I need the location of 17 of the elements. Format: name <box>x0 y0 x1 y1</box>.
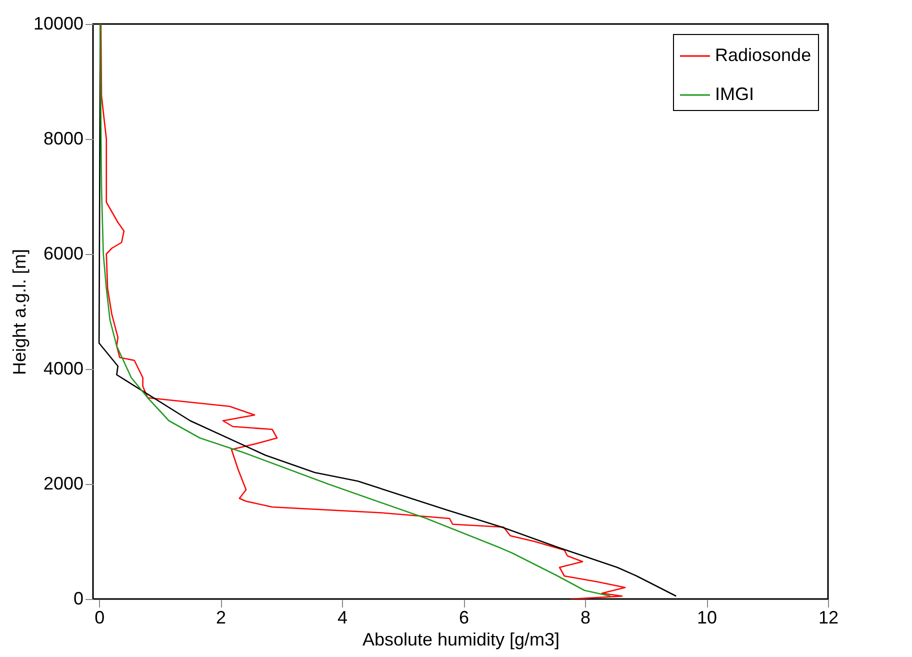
x-axis-title: Absolute humidity [g/m3] <box>362 630 560 650</box>
x-tick-label: 8 <box>580 608 591 628</box>
x-tick-label: 4 <box>338 608 348 628</box>
legend-label: IMGI <box>715 84 754 104</box>
legend-label: Radiosonde <box>715 45 812 65</box>
y-tick-label: 10000 <box>33 14 84 34</box>
y-tick-label: 6000 <box>43 244 84 264</box>
y-tick-label: 8000 <box>43 128 84 148</box>
y-tick-label: 4000 <box>43 358 84 378</box>
x-tick-label: 10 <box>696 608 718 628</box>
x-tick-label: 6 <box>459 608 470 628</box>
y-tick-label: 2000 <box>43 474 84 494</box>
x-tick-label: 12 <box>818 608 839 628</box>
y-axis-title: Height a.g.l. [m] <box>9 248 30 376</box>
x-tick-label: 0 <box>94 608 105 628</box>
x-tick-label: 2 <box>216 608 226 628</box>
y-tick-label: 0 <box>73 588 84 608</box>
